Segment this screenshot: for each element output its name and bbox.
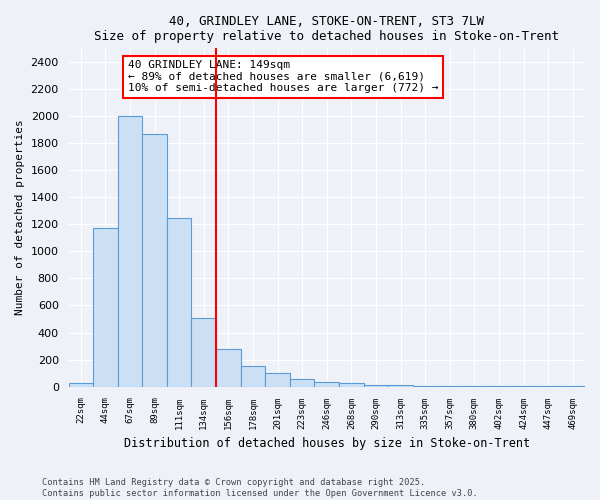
Bar <box>142 134 167 386</box>
Bar <box>290 380 314 386</box>
Bar <box>314 382 339 386</box>
Bar <box>191 318 216 386</box>
Bar <box>68 384 93 386</box>
Bar <box>241 366 265 386</box>
Bar <box>167 218 191 386</box>
Bar <box>93 228 118 386</box>
X-axis label: Distribution of detached houses by size in Stoke-on-Trent: Distribution of detached houses by size … <box>124 437 530 450</box>
Bar <box>216 349 241 387</box>
Text: 40 GRINDLEY LANE: 149sqm
← 89% of detached houses are smaller (6,619)
10% of sem: 40 GRINDLEY LANE: 149sqm ← 89% of detach… <box>128 60 439 94</box>
Bar <box>265 373 290 386</box>
Text: Contains HM Land Registry data © Crown copyright and database right 2025.
Contai: Contains HM Land Registry data © Crown c… <box>42 478 478 498</box>
Y-axis label: Number of detached properties: Number of detached properties <box>15 120 25 316</box>
Bar <box>339 384 364 386</box>
Title: 40, GRINDLEY LANE, STOKE-ON-TRENT, ST3 7LW
Size of property relative to detached: 40, GRINDLEY LANE, STOKE-ON-TRENT, ST3 7… <box>94 15 559 43</box>
Bar <box>364 384 388 386</box>
Bar <box>118 116 142 386</box>
